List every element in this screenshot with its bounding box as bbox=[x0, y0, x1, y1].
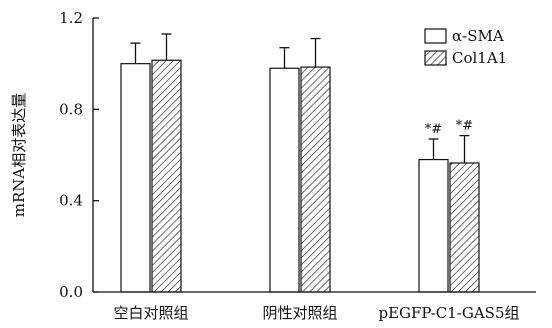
x-tick-label: 阴性对照组 bbox=[262, 304, 337, 322]
y-ticks-layer: 0.0 0.4 0.8 1.2 bbox=[59, 9, 99, 301]
y-tick-label: 0.8 bbox=[59, 100, 83, 118]
x-labels-layer: 空白对照组 阴性对照组 pEGFP-C1-GAS5组 bbox=[113, 304, 519, 322]
legend: α-SMA Col1A1 bbox=[424, 27, 507, 67]
legend-label-alpha-sma: α-SMA bbox=[452, 27, 504, 45]
legend-label-col1a1: Col1A1 bbox=[452, 49, 507, 67]
legend-swatch-alpha-sma bbox=[424, 28, 447, 44]
x-tick-label: pEGFP-C1-GAS5组 bbox=[378, 304, 519, 322]
y-axis-label: mRNA相对表达量 bbox=[10, 93, 28, 217]
bar-alpha-sma bbox=[269, 67, 300, 293]
y-tick-label: 1.2 bbox=[59, 9, 83, 27]
bar-col1a1 bbox=[449, 162, 480, 293]
y-tick-label: 0.4 bbox=[59, 192, 83, 210]
legend-swatch-col1a1 bbox=[424, 50, 447, 66]
error-bars-layer bbox=[130, 33, 470, 163]
significance-marker: *# bbox=[425, 122, 442, 137]
bar-col1a1 bbox=[151, 59, 182, 293]
y-tick-label: 0.0 bbox=[59, 283, 83, 301]
annotations-layer: *# *# bbox=[425, 119, 473, 137]
bar-alpha-sma bbox=[418, 158, 449, 293]
bar-col1a1 bbox=[300, 66, 331, 293]
bars-layer bbox=[120, 59, 480, 293]
bar-alpha-sma bbox=[120, 63, 151, 293]
significance-marker: *# bbox=[456, 119, 473, 134]
x-tick-label: 空白对照组 bbox=[113, 304, 188, 322]
